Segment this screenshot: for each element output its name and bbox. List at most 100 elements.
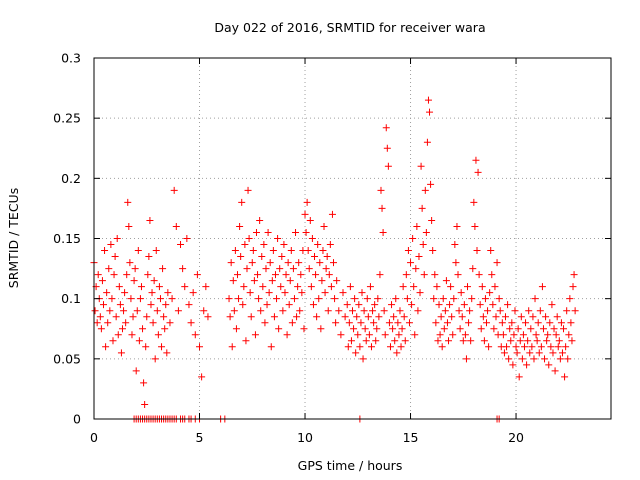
data-point	[395, 331, 403, 339]
data-point	[564, 355, 572, 363]
data-point	[200, 307, 208, 315]
data-point	[324, 307, 332, 315]
data-point	[177, 241, 185, 249]
data-point	[467, 337, 475, 345]
data-point	[300, 325, 308, 333]
data-point	[505, 355, 513, 363]
data-point	[325, 271, 333, 279]
data-point	[401, 337, 409, 345]
data-point	[99, 301, 107, 309]
data-point	[113, 235, 121, 242]
data-point	[529, 313, 537, 321]
data-point	[303, 198, 311, 206]
data-point	[204, 313, 212, 321]
data-point	[143, 313, 151, 321]
data-point	[420, 271, 428, 279]
data-point	[96, 313, 104, 321]
data-point	[520, 343, 528, 351]
data-point	[422, 228, 430, 236]
data-point	[565, 331, 573, 339]
data-point	[160, 313, 168, 321]
data-point	[255, 295, 263, 303]
data-point	[264, 228, 272, 236]
data-point	[418, 204, 426, 212]
data-point	[274, 235, 282, 242]
data-point	[410, 283, 418, 291]
data-point	[250, 277, 258, 285]
data-point	[402, 271, 410, 279]
data-point	[134, 247, 142, 255]
data-point	[548, 301, 556, 309]
data-point	[144, 271, 152, 279]
data-point	[265, 289, 273, 297]
data-point	[104, 319, 112, 327]
y-tick-label: 0.15	[53, 231, 81, 246]
data-point	[461, 331, 469, 339]
data-point	[518, 355, 526, 363]
data-point	[306, 216, 314, 224]
data-point	[360, 307, 368, 315]
data-point	[135, 337, 143, 345]
data-point	[405, 319, 413, 327]
data-point	[159, 265, 167, 273]
data-point	[321, 289, 329, 297]
data-point	[278, 253, 286, 261]
data-point	[493, 259, 501, 267]
data-point	[490, 325, 498, 333]
data-point	[424, 96, 432, 104]
data-point	[487, 247, 495, 255]
data-point	[475, 271, 483, 279]
data-point	[297, 271, 305, 279]
data-point	[93, 319, 101, 327]
data-point	[331, 295, 339, 303]
data-point	[145, 253, 153, 261]
data-point	[545, 361, 553, 369]
data-point	[246, 289, 254, 297]
plot-frame	[93, 57, 612, 420]
data-point	[431, 271, 439, 279]
data-point	[451, 241, 459, 249]
data-point	[282, 271, 290, 279]
data-point	[421, 186, 429, 194]
data-point	[294, 283, 302, 291]
data-point	[196, 343, 204, 351]
data-point	[114, 331, 122, 339]
data-point	[126, 259, 134, 267]
data-point	[379, 228, 387, 236]
data-point	[517, 313, 525, 321]
data-point	[468, 295, 476, 303]
data-point	[236, 222, 244, 230]
data-point	[307, 283, 315, 291]
ticks: 0 5 10 15 20 0 0.05 0.1 0.15 0.2 0.25 0.3	[53, 51, 611, 445]
data-point	[151, 355, 159, 363]
data-point	[289, 265, 297, 273]
data-point	[479, 313, 487, 321]
data-point	[256, 216, 264, 224]
data-point	[506, 325, 514, 333]
data-point	[231, 247, 239, 255]
data-point	[470, 198, 478, 206]
data-point	[399, 283, 407, 291]
data-point	[350, 325, 358, 333]
data-point	[106, 307, 114, 315]
data-point	[346, 283, 354, 291]
data-point	[458, 313, 466, 321]
data-point	[116, 301, 124, 309]
data-point	[438, 343, 446, 351]
data-point	[146, 216, 154, 224]
data-point	[370, 319, 378, 327]
data-point	[477, 325, 485, 333]
data-point	[298, 289, 306, 297]
data-point	[512, 343, 520, 351]
data-point	[403, 295, 411, 303]
data-point	[563, 307, 571, 315]
data-point	[137, 283, 145, 291]
data-point	[111, 253, 119, 261]
data-point	[247, 313, 255, 321]
data-point	[132, 367, 140, 375]
data-point	[544, 331, 552, 339]
data-point	[473, 247, 481, 255]
data-point	[98, 277, 106, 285]
data-point	[535, 349, 543, 357]
data-point	[522, 319, 530, 327]
